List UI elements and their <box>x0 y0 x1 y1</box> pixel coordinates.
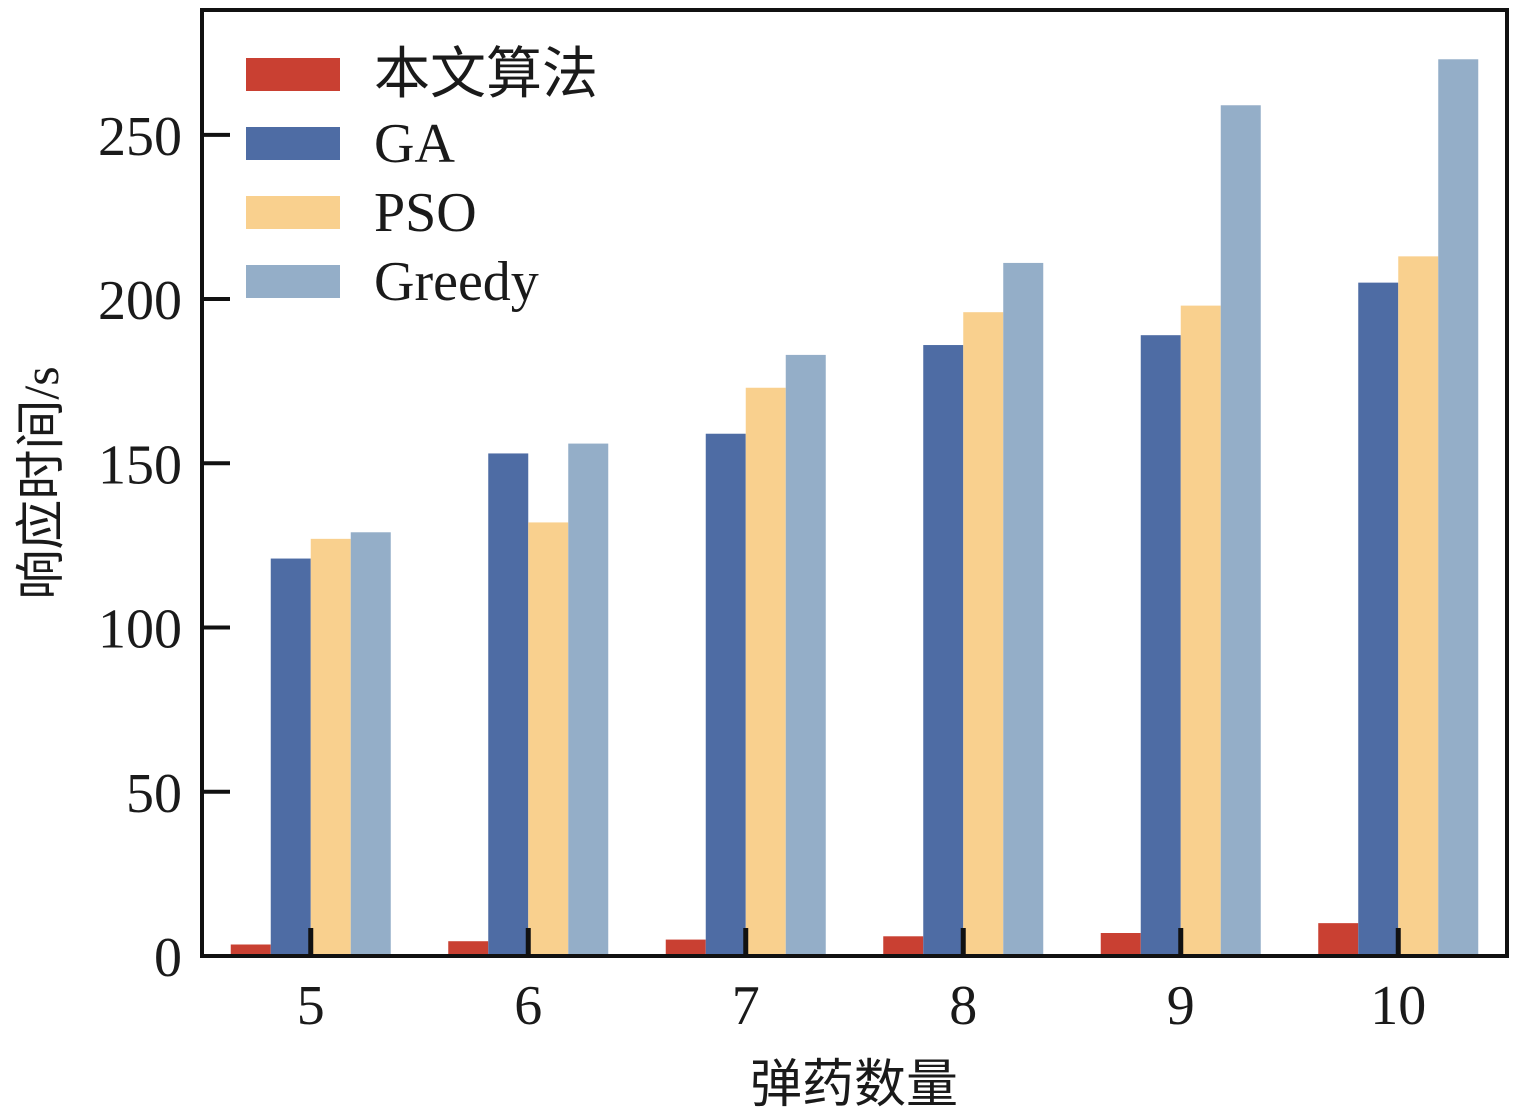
x-tick-label: 8 <box>949 975 977 1037</box>
bar-ga-5 <box>270 558 311 956</box>
legend-label-pso: PSO <box>374 182 477 244</box>
bar-ga-8 <box>923 345 964 957</box>
legend: 本文算法 GA PSO Greedy <box>246 44 598 313</box>
bar-greedy-9 <box>1220 105 1261 956</box>
x-tick-label: 6 <box>514 975 542 1037</box>
legend-swatch-ga <box>246 127 340 160</box>
x-tick-label: 7 <box>732 975 760 1037</box>
bar-greedy-8 <box>1003 262 1044 957</box>
legend-swatch-本文算法 <box>246 58 340 91</box>
bar-本文算法-5 <box>230 944 271 956</box>
bar-本文算法-10 <box>1318 923 1359 956</box>
legend-label-ga: GA <box>374 113 455 175</box>
x-axis-label: 弹药数量 <box>750 1057 958 1114</box>
plot-frame <box>200 8 1509 958</box>
bar-pso-7 <box>745 387 786 956</box>
legend-label-greedy: Greedy <box>374 251 539 313</box>
bar-本文算法-9 <box>1100 933 1141 956</box>
y-tick-label: 200 <box>98 270 182 332</box>
bar-pso-6 <box>528 522 569 956</box>
bar-本文算法-8 <box>883 936 924 956</box>
bar-pso-9 <box>1180 305 1221 956</box>
bar-greedy-5 <box>350 532 391 956</box>
bar-greedy-10 <box>1438 59 1479 957</box>
y-tick-label: 150 <box>98 434 182 496</box>
bar-pso-5 <box>310 538 351 956</box>
x-tick-label: 10 <box>1370 975 1426 1037</box>
bar-pso-10 <box>1398 256 1439 957</box>
y-axis-label: 响应时间/s <box>13 366 69 599</box>
bar-greedy-7 <box>785 354 826 956</box>
bar-ga-7 <box>705 433 746 957</box>
x-tick-label: 5 <box>297 975 325 1037</box>
y-tick-label: 0 <box>154 927 182 989</box>
bar-greedy-6 <box>568 443 609 956</box>
y-tick-label: 100 <box>98 599 182 661</box>
bar-ga-6 <box>488 453 529 956</box>
legend-label-本文算法: 本文算法 <box>374 44 598 106</box>
legend-swatch-pso <box>246 196 340 229</box>
bar-ga-9 <box>1140 335 1181 956</box>
bar-本文算法-7 <box>665 939 706 956</box>
bar-本文算法-6 <box>448 941 489 956</box>
legend-swatch-greedy <box>246 265 340 298</box>
x-tick-label: 9 <box>1167 975 1195 1037</box>
bar-ga-10 <box>1358 282 1399 956</box>
bars-layer <box>230 59 1479 957</box>
bar-pso-8 <box>963 312 1004 956</box>
y-tick-label: 250 <box>98 106 182 168</box>
y-tick-label: 50 <box>126 763 182 825</box>
